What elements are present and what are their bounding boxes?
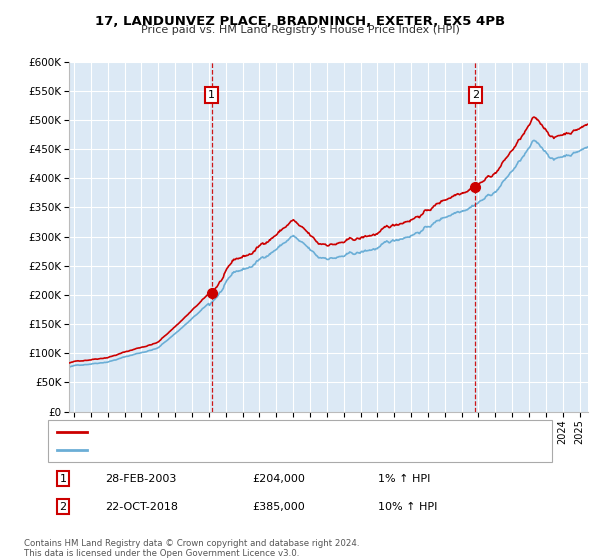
Text: 17, LANDUNVEZ PLACE, BRADNINCH, EXETER, EX5 4PB: 17, LANDUNVEZ PLACE, BRADNINCH, EXETER, … — [95, 15, 505, 27]
Text: 2: 2 — [59, 502, 67, 512]
Text: £204,000: £204,000 — [252, 474, 305, 484]
Text: 10% ↑ HPI: 10% ↑ HPI — [378, 502, 437, 512]
Text: 1: 1 — [59, 474, 67, 484]
Text: 2: 2 — [472, 90, 479, 100]
Text: HPI: Average price, detached house, Mid Devon: HPI: Average price, detached house, Mid … — [93, 445, 341, 455]
Text: 1% ↑ HPI: 1% ↑ HPI — [378, 474, 430, 484]
Text: 1: 1 — [208, 90, 215, 100]
Text: Price paid vs. HM Land Registry's House Price Index (HPI): Price paid vs. HM Land Registry's House … — [140, 25, 460, 35]
Text: Contains HM Land Registry data © Crown copyright and database right 2024.
This d: Contains HM Land Registry data © Crown c… — [24, 539, 359, 558]
Text: £385,000: £385,000 — [252, 502, 305, 512]
Text: 17, LANDUNVEZ PLACE, BRADNINCH, EXETER, EX5 4PB (detached house): 17, LANDUNVEZ PLACE, BRADNINCH, EXETER, … — [93, 427, 475, 437]
Text: 28-FEB-2003: 28-FEB-2003 — [105, 474, 176, 484]
Text: 22-OCT-2018: 22-OCT-2018 — [105, 502, 178, 512]
